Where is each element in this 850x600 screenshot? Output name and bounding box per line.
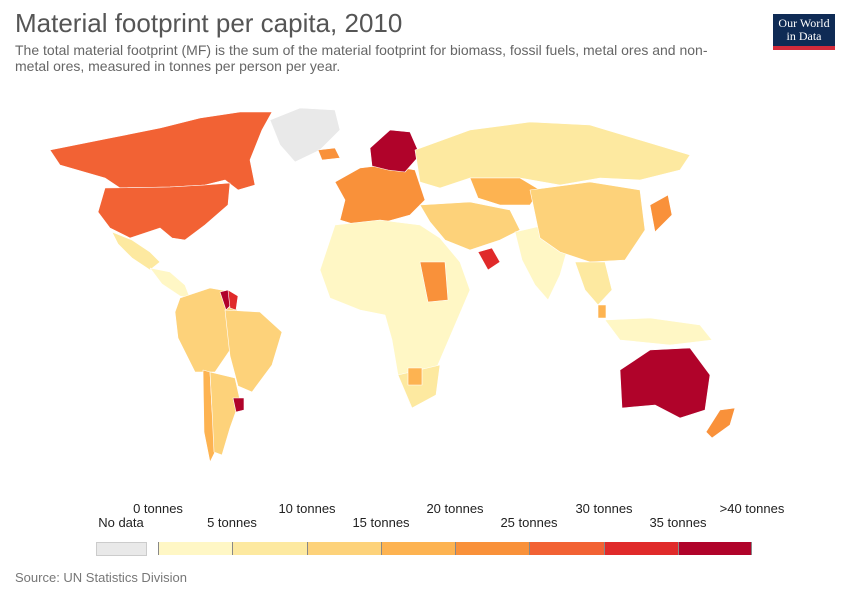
region-southeast-asia[interactable]: [574, 261, 613, 306]
region-indonesia[interactable]: [604, 317, 713, 346]
legend-tick-5: 25 tonnes: [500, 515, 558, 530]
logo-line-1: Our World: [778, 16, 830, 30]
region-middle-east[interactable]: [419, 201, 521, 251]
region-africa[interactable]: [319, 219, 471, 406]
region-mexico[interactable]: [111, 231, 161, 271]
region-canada[interactable]: [49, 111, 273, 191]
legend-tick-3: 15 tonnes: [352, 515, 410, 530]
world-map: [49, 107, 736, 463]
region-argentina[interactable]: [209, 371, 241, 456]
region-new-zealand[interactable]: [705, 407, 736, 439]
region-australia[interactable]: [619, 347, 711, 419]
legend-tick-1: 5 tonnes: [207, 515, 257, 530]
region-greenland[interactable]: [269, 107, 341, 163]
legend-bin-0[interactable]: [158, 542, 232, 555]
logo-line-2: in Data: [786, 29, 822, 43]
region-scandinavia[interactable]: [369, 129, 421, 173]
chart-title: Material footprint per capita, 2010: [15, 8, 403, 38]
legend-bin-6[interactable]: [604, 542, 678, 555]
region-russia[interactable]: [414, 121, 691, 189]
legend-bin-1[interactable]: [232, 542, 307, 555]
region-japan[interactable]: [649, 194, 673, 233]
region-south-america-north[interactable]: [174, 287, 241, 373]
legend-tick-4: 20 tonnes: [426, 501, 484, 516]
region-united-states[interactable]: [97, 182, 231, 241]
region-suriname[interactable]: [227, 289, 239, 311]
legend-bin-7[interactable]: [678, 542, 752, 555]
legend-tick-8: >40 tonnes: [719, 501, 785, 516]
legend-tick-0: 0 tonnes: [133, 501, 183, 516]
legend-bin-5[interactable]: [529, 542, 604, 555]
legend-nodata-label: No data: [98, 515, 144, 530]
region-china[interactable]: [529, 181, 646, 263]
legend-bin-4[interactable]: [455, 542, 529, 555]
chart-subtitle: The total material footprint (MF) is the…: [15, 42, 708, 74]
legend-bin-3[interactable]: [381, 542, 455, 555]
region-botswana[interactable]: [407, 367, 423, 386]
owid-logo[interactable]: Our World in Data: [773, 14, 835, 50]
legend-bin-2[interactable]: [307, 542, 381, 555]
region-central-america[interactable]: [149, 267, 191, 299]
source-note: Source: UN Statistics Division: [15, 570, 187, 585]
region-western-europe[interactable]: [334, 164, 426, 227]
region-iceland-uk[interactable]: [317, 147, 341, 161]
region-gulf-states[interactable]: [477, 247, 501, 271]
legend-tick-6: 30 tonnes: [575, 501, 633, 516]
region-kazakhstan[interactable]: [469, 177, 541, 206]
region-malaysia[interactable]: [597, 304, 607, 319]
region-sudan[interactable]: [419, 261, 449, 303]
legend-color-scale: [158, 542, 752, 555]
legend-tick-2: 10 tonnes: [278, 501, 336, 516]
region-uruguay[interactable]: [232, 397, 245, 413]
region-brazil[interactable]: [224, 309, 283, 393]
legend-nodata-swatch[interactable]: [96, 542, 147, 556]
legend-tick-7: 35 tonnes: [649, 515, 707, 530]
